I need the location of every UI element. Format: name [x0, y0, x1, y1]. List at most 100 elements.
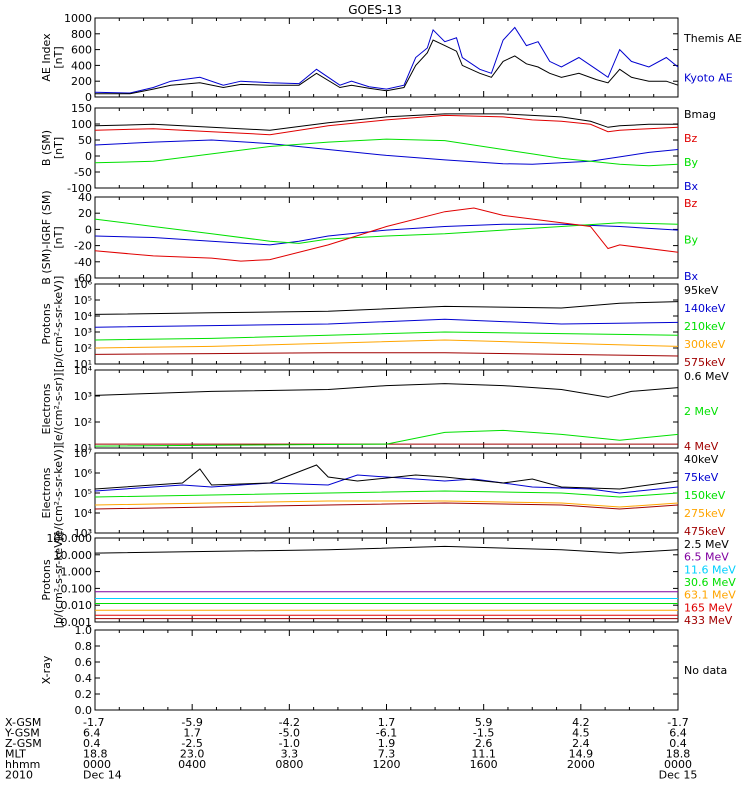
legend-bx: Bx: [684, 180, 699, 193]
series-line-bz: [94, 207, 679, 262]
footer-cell: 2000: [567, 758, 595, 771]
legend-11-6-mev: 11.6 MeV: [684, 563, 736, 576]
y-tick-label: 150: [71, 102, 92, 115]
y-axis-label: Electrons: [40, 467, 53, 518]
footer-cell: Dec 15: [659, 769, 698, 782]
series-line-300kev: [94, 339, 679, 349]
footer-cell: 11.1: [471, 748, 496, 761]
series-line-2-mev: [94, 429, 679, 447]
footer-cell: -1.7: [667, 716, 688, 729]
y-tick-label: 100.000: [47, 532, 93, 545]
panel-bsm: -100 -50 0 50 100 150 B (SM) [nT] Bmag Bz By Bx: [40, 102, 716, 195]
panel-frame: [94, 196, 679, 279]
y-axis-label: [e/(cm²-s-sr)]: [52, 373, 65, 446]
y-tick-label: 10³: [74, 326, 92, 339]
y-tick-label: 10⁶: [74, 467, 93, 480]
footer-cell: -2.5: [181, 737, 202, 750]
y-tick-label: 0.4: [75, 672, 93, 685]
footer-cell: 0800: [275, 758, 303, 771]
y-axis-label: Electrons: [40, 383, 53, 434]
y-axis-label: [nT]: [52, 137, 65, 159]
series-line-bx: [94, 139, 679, 165]
panel-frame: [94, 17, 679, 98]
y-tick-label: 0.010: [61, 599, 93, 612]
footer-cell: 18.8: [83, 748, 108, 761]
series-line-bmag: [94, 113, 678, 131]
y-tick-label: 10.000: [54, 549, 93, 562]
panel-electrons1: 10¹ 10² 10³ 10⁴ Electrons [e/(cm²-s-sr)] 0.6 M…: [40, 364, 729, 455]
y-axis-label: B (SM): [40, 130, 53, 166]
y-axis-label: B (SM)-IGRF (SM): [40, 190, 53, 284]
y-tick-label: 0.100: [61, 582, 93, 595]
legend-165-mev: 165 MeV: [684, 601, 733, 614]
y-tick-label: 0.8: [75, 640, 93, 653]
series-line-75kev: [94, 474, 679, 494]
y-tick-label: -50: [74, 166, 92, 179]
y-tick-label: 20: [78, 207, 92, 220]
y-tick-label: 10⁵: [74, 487, 92, 500]
legend-by: By: [684, 156, 699, 169]
series-line-by: [94, 138, 679, 167]
legend-140kev: 140keV: [684, 302, 726, 315]
series-line-95kev: [94, 301, 679, 315]
y-tick-label: 0.2: [75, 688, 93, 701]
y-tick-label: 10⁶: [74, 278, 93, 291]
footer-row-label: MLT: [5, 748, 26, 761]
legend-575kev: 575keV: [684, 356, 726, 369]
panel-frame: [94, 369, 679, 449]
y-tick-label: 10⁵: [74, 294, 92, 307]
y-tick-label: 10⁴: [74, 310, 93, 323]
y-tick-label: 1000: [64, 12, 92, 25]
y-tick-label: 800: [71, 28, 92, 41]
footer-row-label: hhmm: [5, 758, 40, 771]
footer-cell: 4.5: [572, 727, 590, 740]
footer-cell: -5.9: [181, 716, 202, 729]
panel-frame: [94, 537, 679, 623]
footer-cell: -5.0: [279, 727, 300, 740]
footer-cell: 23.0: [180, 748, 205, 761]
legend-2-5-mev: 2.5 MeV: [684, 538, 729, 551]
y-tick-label: 600: [71, 44, 92, 57]
y-tick-label: 0: [85, 150, 92, 163]
footer-cell: -1.5: [473, 727, 494, 740]
series-line-by: [94, 218, 679, 244]
y-tick-label: 0.0: [75, 704, 93, 717]
panel-ae: 0 200 400 600 800 1000 AE Index [nT] Themis AE Ky…: [40, 12, 742, 104]
legend-475kev: 475keV: [684, 525, 726, 538]
footer-cell: -1.7: [83, 716, 104, 729]
legend-75kev: 75keV: [684, 471, 719, 484]
footer-cell: 1.7: [378, 716, 396, 729]
y-tick-label: 10⁷: [74, 447, 92, 460]
y-axis-label: [p/(cm²-s-sr-keV)]: [52, 276, 65, 373]
footer-cell: 0000: [664, 758, 692, 771]
y-tick-label: 0.001: [61, 616, 93, 629]
footer-cell: Dec 14: [83, 769, 122, 782]
legend-300kev: 300keV: [684, 338, 726, 351]
footer-cell: 1200: [373, 758, 401, 771]
y-axis-label: X-ray: [40, 655, 53, 684]
footer-cell: 1600: [470, 758, 498, 771]
footer-cell: -1.0: [279, 737, 300, 750]
footer-row-label: 2010: [5, 769, 33, 782]
legend-by: By: [684, 234, 699, 247]
legend-bmag: Bmag: [684, 108, 716, 121]
footer-cell: -6.1: [376, 727, 397, 740]
y-tick-label: 10⁴: [74, 507, 93, 520]
footer-row-label: Z-GSM: [5, 737, 42, 750]
footer-cell: 0000: [83, 758, 111, 771]
y-tick-label: -100: [67, 182, 92, 195]
y-axis-label: [nT]: [52, 226, 65, 248]
y-axis-label: AE Index: [40, 33, 53, 82]
y-tick-label: 0: [85, 91, 92, 104]
panel-bigrf: -60 -40 -20 0 20 40 B (SM)-IGRF (SM) [nT] Bz By Bx: [40, 190, 699, 285]
series-line-275kev: [94, 500, 679, 508]
legend-6-5-mev: 6.5 MeV: [684, 551, 729, 564]
footer-cell: 18.8: [666, 748, 691, 761]
footer-table: X-GSMY-GSMZ-GSMMLThhmm2010-1.76.40.418.8…: [4, 716, 697, 782]
footer-cell: 0.4: [83, 737, 101, 750]
legend-150kev: 150keV: [684, 489, 726, 502]
footer-cell: 4.2: [572, 716, 590, 729]
footer-cell: 0.4: [669, 737, 687, 750]
